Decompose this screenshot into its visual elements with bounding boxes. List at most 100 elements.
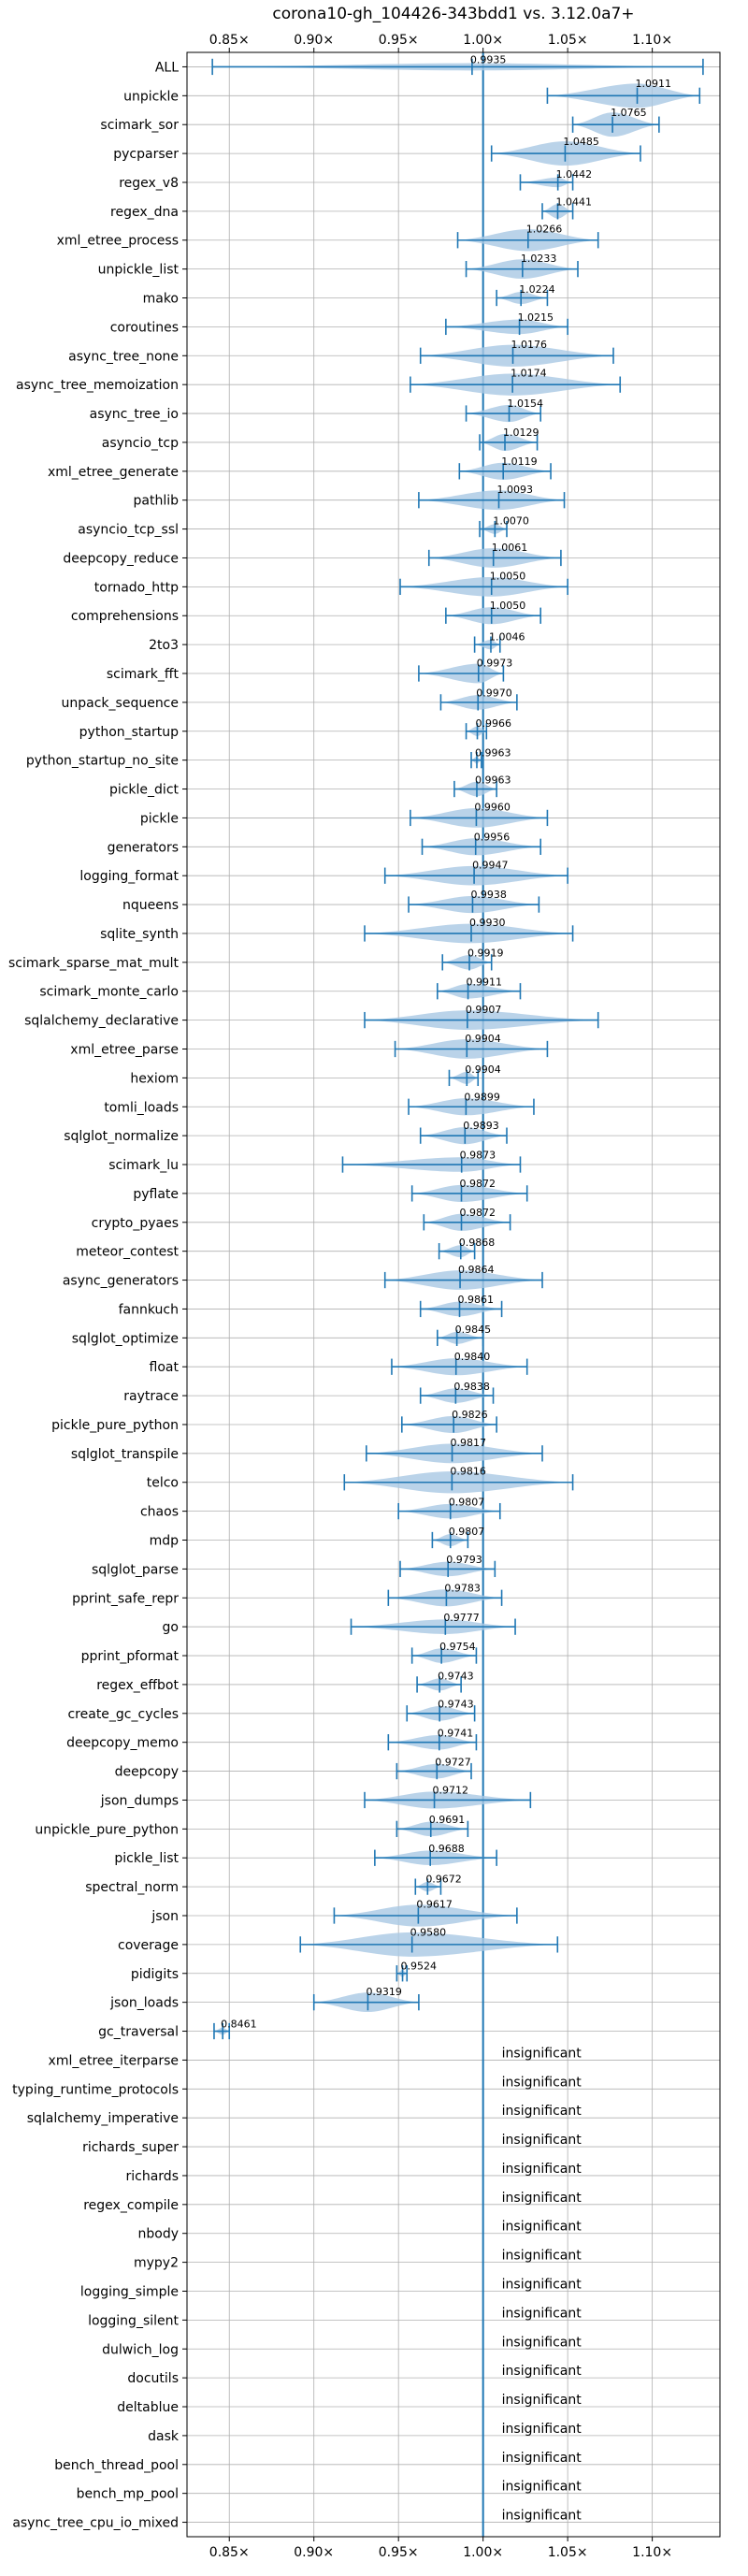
y-tick-label: tomli_loads xyxy=(104,1100,179,1115)
y-tick-label: regex_effbot xyxy=(96,1678,179,1693)
value-label: 1.0441 xyxy=(555,196,592,209)
y-tick-label: deltablue xyxy=(117,2400,179,2415)
value-label: 0.9754 xyxy=(439,1641,476,1653)
value-label: 0.9793 xyxy=(446,1554,482,1566)
insignificant-label: insignificant xyxy=(502,2422,583,2437)
y-tick-label: deepcopy xyxy=(115,1765,179,1780)
violin-layer xyxy=(211,58,704,2040)
value-label: 0.9672 xyxy=(425,1873,462,1885)
y-tick-label: unpack_sequence xyxy=(62,696,179,711)
y-tick-label: python_startup xyxy=(79,725,179,740)
y-tick-label: scimark_lu xyxy=(108,1158,179,1173)
insignificant-label: insignificant xyxy=(502,2133,583,2148)
x-tick-label-bottom: 0.95× xyxy=(379,2545,419,2560)
x-tick-label-top: 1.00× xyxy=(463,33,503,48)
value-label: 1.0119 xyxy=(501,456,538,468)
y-tick-label: gc_traversal xyxy=(98,2025,179,2040)
y-tick-label: sqlglot_parse xyxy=(92,1562,179,1577)
y-tick-label: docutils xyxy=(127,2371,179,2386)
y-tick-label: bench_mp_pool xyxy=(77,2487,179,2502)
value-label: 0.9319 xyxy=(366,1986,402,1998)
x-tick-label-top: 0.85× xyxy=(209,33,250,48)
value-label: 0.8461 xyxy=(221,2018,257,2030)
y-tick-label: chaos xyxy=(140,1505,179,1520)
y-tick-label: float xyxy=(150,1360,180,1375)
y-tick-label: pickle_dict xyxy=(109,783,180,798)
y-tick-label: coverage xyxy=(118,1938,179,1953)
insignificant-label: insignificant xyxy=(502,2335,583,2350)
y-tick-label: ALL xyxy=(155,60,179,75)
y-tick-label: regex_compile xyxy=(83,2198,179,2213)
y-tick-label: sqlglot_optimize xyxy=(72,1331,179,1346)
y-tick-label: nbody xyxy=(138,2227,180,2242)
y-tick-label: python_startup_no_site xyxy=(26,754,179,769)
x-tick-label-bottom: 0.90× xyxy=(294,2545,334,2560)
y-tick-label: sqlalchemy_imperative xyxy=(27,2111,179,2126)
y-tick-label: xml_etree_generate xyxy=(48,465,179,480)
y-tick-label: richards xyxy=(126,2169,180,2184)
value-label-layer: 0.9935 1.0911 1.0765 1.0485 1.0442 1.0441 1.02… xyxy=(221,53,671,2523)
y-tick-label: pidigits xyxy=(131,1967,179,1982)
value-label: 0.9911 xyxy=(467,976,503,988)
y-tick-label: mako xyxy=(143,292,179,307)
y-tick-label: go xyxy=(163,1620,179,1635)
y-tick-label: mdp xyxy=(150,1534,180,1549)
value-label: 1.0266 xyxy=(526,223,563,235)
value-label: 0.9845 xyxy=(455,1324,491,1336)
y-tick-label: dulwich_log xyxy=(102,2342,179,2357)
value-label: 0.9826 xyxy=(452,1409,487,1421)
y-tick-label: deepcopy_memo xyxy=(66,1736,179,1751)
y-tick-label: pycparser xyxy=(113,147,179,162)
y-tick-label: sqlalchemy_declarative xyxy=(24,1014,179,1029)
value-label: 0.9727 xyxy=(435,1756,471,1768)
value-label: 0.9743 xyxy=(438,1670,474,1682)
x-tick-label-top: 1.05× xyxy=(548,33,588,48)
value-label: 0.9783 xyxy=(444,1582,481,1594)
value-label: 1.0233 xyxy=(521,253,557,265)
value-label: 0.9899 xyxy=(464,1091,500,1103)
value-label: 0.9777 xyxy=(443,1612,480,1624)
value-label: 1.0050 xyxy=(490,571,526,583)
y-tick-label: xml_etree_process xyxy=(57,234,179,249)
value-label: 0.9919 xyxy=(468,948,504,960)
insignificant-label: insignificant xyxy=(502,2451,583,2466)
y-tick-label: sqlglot_normalize xyxy=(64,1129,179,1144)
value-label: 0.9580 xyxy=(410,1927,447,1939)
y-tick-label: json_loads xyxy=(109,1996,179,2011)
y-tick-label: pprint_safe_repr xyxy=(72,1591,179,1606)
value-label: 0.9904 xyxy=(465,1064,501,1076)
y-tick-label: tornado_http xyxy=(94,580,179,595)
insignificant-label: insignificant xyxy=(502,2249,583,2264)
insignificant-label: insignificant xyxy=(502,2191,583,2206)
insignificant-label: insignificant xyxy=(502,2480,583,2495)
y-tick-label: unpickle_pure_python xyxy=(35,1822,179,1837)
value-label: 0.9840 xyxy=(454,1351,491,1363)
y-tick-label: scimark_sparse_mat_mult xyxy=(8,956,179,971)
insignificant-label: insignificant xyxy=(502,2364,583,2379)
y-tick-label: scimark_fft xyxy=(107,667,180,682)
value-label: 0.9956 xyxy=(474,831,511,843)
value-label: 1.0093 xyxy=(496,484,533,496)
x-tick-label-bottom: 0.85× xyxy=(209,2545,250,2560)
y-tick-label: scimark_monte_carlo xyxy=(39,985,179,1000)
y-tick-label: unpickle xyxy=(123,89,179,104)
y-tick-label: mypy2 xyxy=(134,2256,179,2271)
value-label: 0.9872 xyxy=(460,1178,496,1190)
y-tick-label: pickle xyxy=(140,811,179,826)
value-label: 0.9872 xyxy=(460,1207,496,1219)
value-label: 0.9816 xyxy=(450,1465,486,1477)
insignificant-label: insignificant xyxy=(502,2509,583,2524)
value-label: 1.0154 xyxy=(508,398,544,410)
y-tick-label: pprint_pformat xyxy=(81,1649,180,1664)
value-label: 0.9741 xyxy=(438,1727,474,1739)
value-label: 1.0174 xyxy=(511,368,547,380)
insignificant-label: insignificant xyxy=(502,2277,583,2292)
y-tick-label: spectral_norm xyxy=(85,1880,179,1895)
value-label: 0.9838 xyxy=(453,1381,490,1393)
y-tick-label: scimark_sor xyxy=(100,118,179,133)
y-tick-label: create_gc_cycles xyxy=(67,1707,179,1722)
y-tick-label: asyncio_tcp_ssl xyxy=(78,523,179,538)
y-tick-label: pyflate xyxy=(133,1187,179,1202)
y-tick-label: richards_super xyxy=(82,2140,179,2155)
